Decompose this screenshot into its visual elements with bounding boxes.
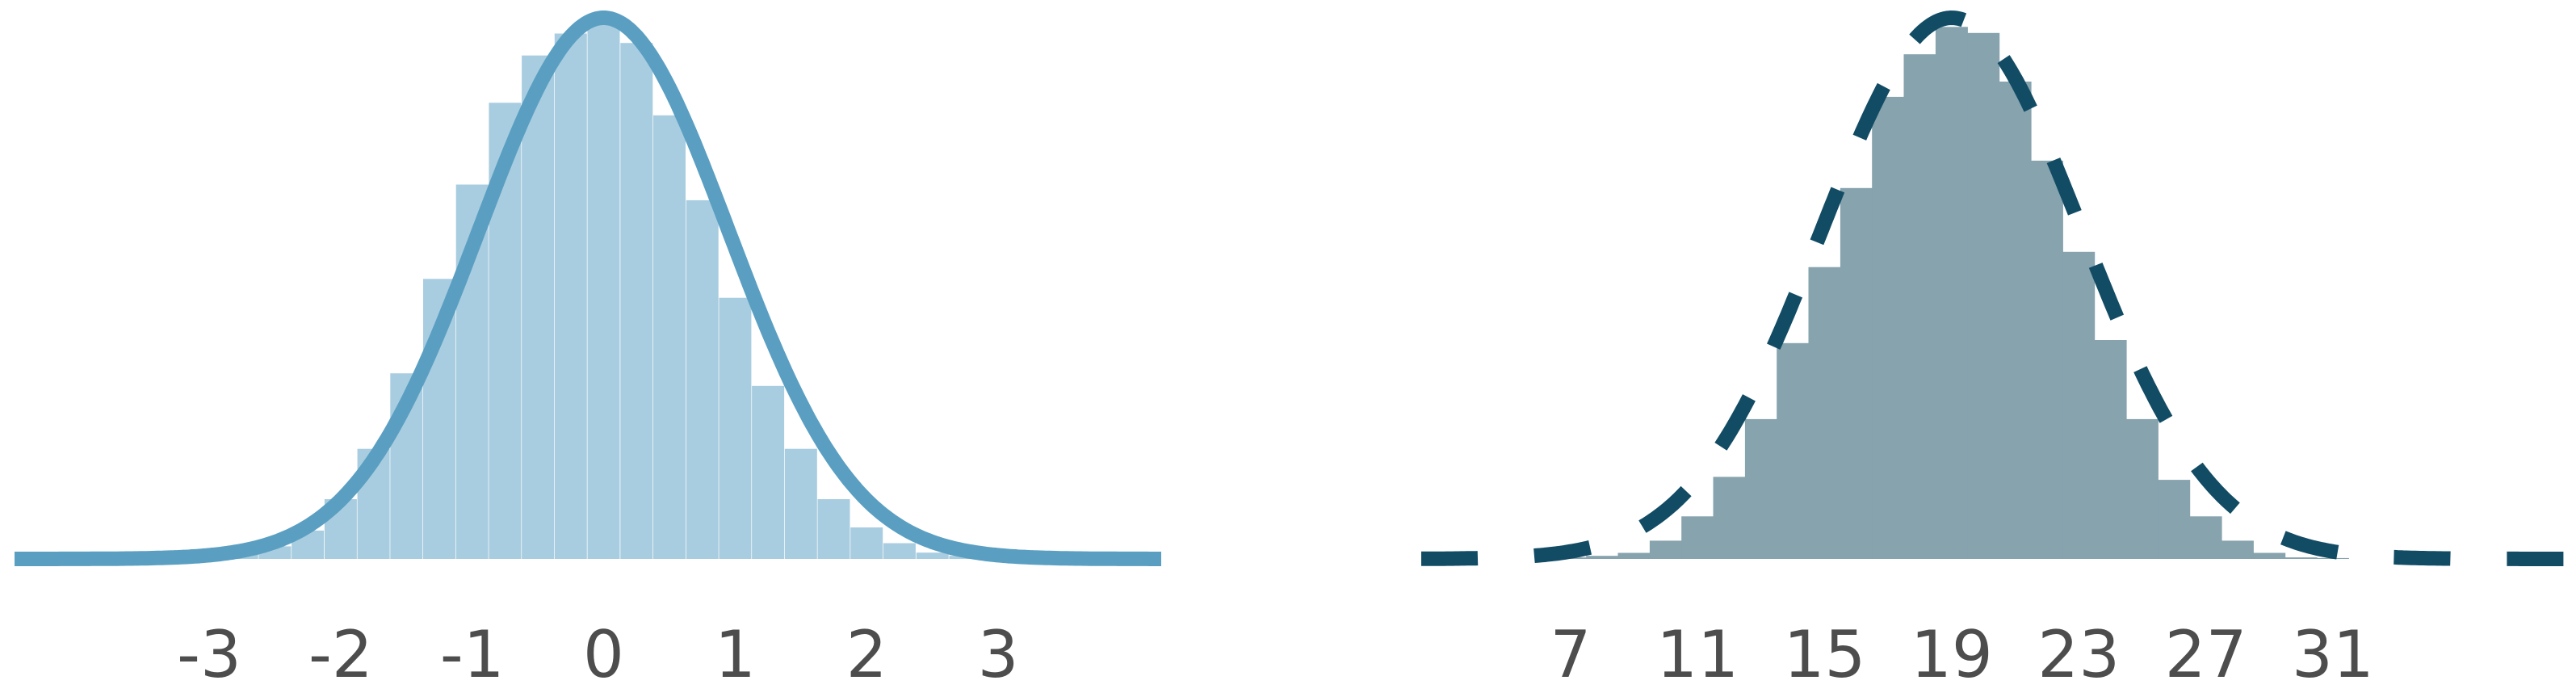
- histogram-bar: [2221, 540, 2254, 559]
- histogram-bar: [817, 499, 850, 559]
- histogram-bar: [2062, 251, 2096, 559]
- histogram-bar: [916, 552, 949, 559]
- histogram-bar: [1935, 27, 1968, 560]
- left-chart-panel: -3 -2 -1 0 1 2 3: [10, 10, 1166, 692]
- histogram-bar: [719, 297, 752, 559]
- histogram-bar: [2253, 552, 2286, 559]
- histogram-bar: [1999, 82, 2032, 559]
- histogram-bar: [1586, 556, 1619, 559]
- x-tick-label: 7: [1550, 617, 1591, 692]
- x-tick-label: 11: [1656, 617, 1739, 692]
- histogram-bar: [1777, 342, 1810, 559]
- density-curve-line: [10, 10, 1166, 566]
- histogram-bar: [2284, 557, 2318, 559]
- x-tick-label: 3: [978, 617, 1019, 692]
- histogram-bar: [784, 448, 817, 559]
- histogram-bar: [850, 527, 883, 559]
- left-density-curve: [10, 10, 1166, 566]
- x-tick-label: -1: [440, 617, 505, 692]
- histogram-bar: [522, 55, 555, 559]
- x-tick-label: 0: [583, 617, 624, 692]
- histogram-bar: [2189, 516, 2222, 559]
- left-x-axis-ticks: -3 -2 -1 0 1 2 3: [177, 617, 1018, 692]
- x-tick-label: 2: [846, 617, 887, 692]
- x-tick-label: 23: [2037, 617, 2120, 692]
- histogram-bar: [1903, 54, 1936, 559]
- histogram-bar: [554, 33, 587, 559]
- x-tick-label: 27: [2165, 617, 2247, 692]
- x-tick-label: 19: [1911, 617, 1993, 692]
- histogram-bar: [1808, 267, 1841, 559]
- histogram-bar: [1681, 516, 1714, 559]
- histogram-bar: [1872, 96, 1905, 559]
- histogram-bar: [2094, 340, 2127, 559]
- right-histogram-bars: [1554, 27, 2349, 560]
- x-tick-label: 31: [2292, 617, 2374, 692]
- x-tick-label: -3: [177, 617, 241, 692]
- histogram-bar: [1713, 477, 1746, 559]
- histogram-bar: [587, 23, 620, 560]
- histogram-bar: [752, 385, 785, 559]
- right-chart-panel: 7 11 15 19 23 27 31: [1416, 10, 2571, 692]
- histogram-bar: [1840, 187, 1873, 560]
- histogram-bar: [2158, 480, 2191, 559]
- x-tick-label: 1: [715, 617, 756, 692]
- histogram-bar: [1617, 552, 1651, 559]
- histogram-bar: [2030, 160, 2063, 559]
- histogram-bar: [653, 115, 686, 560]
- x-tick-label: -2: [308, 617, 373, 692]
- histogram-bar: [2125, 418, 2159, 559]
- histogram-bar: [1649, 540, 1682, 559]
- left-histogram-bars: [193, 23, 1015, 560]
- histogram-bar: [686, 200, 719, 559]
- histogram-bar: [883, 543, 916, 559]
- right-x-axis-ticks: 7 11 15 19 23 27 31: [1550, 617, 2373, 692]
- histogram-bar: [1744, 418, 1777, 559]
- x-tick-label: 15: [1784, 617, 1866, 692]
- histogram-bar: [1967, 32, 2000, 560]
- histogram-bar: [620, 43, 653, 559]
